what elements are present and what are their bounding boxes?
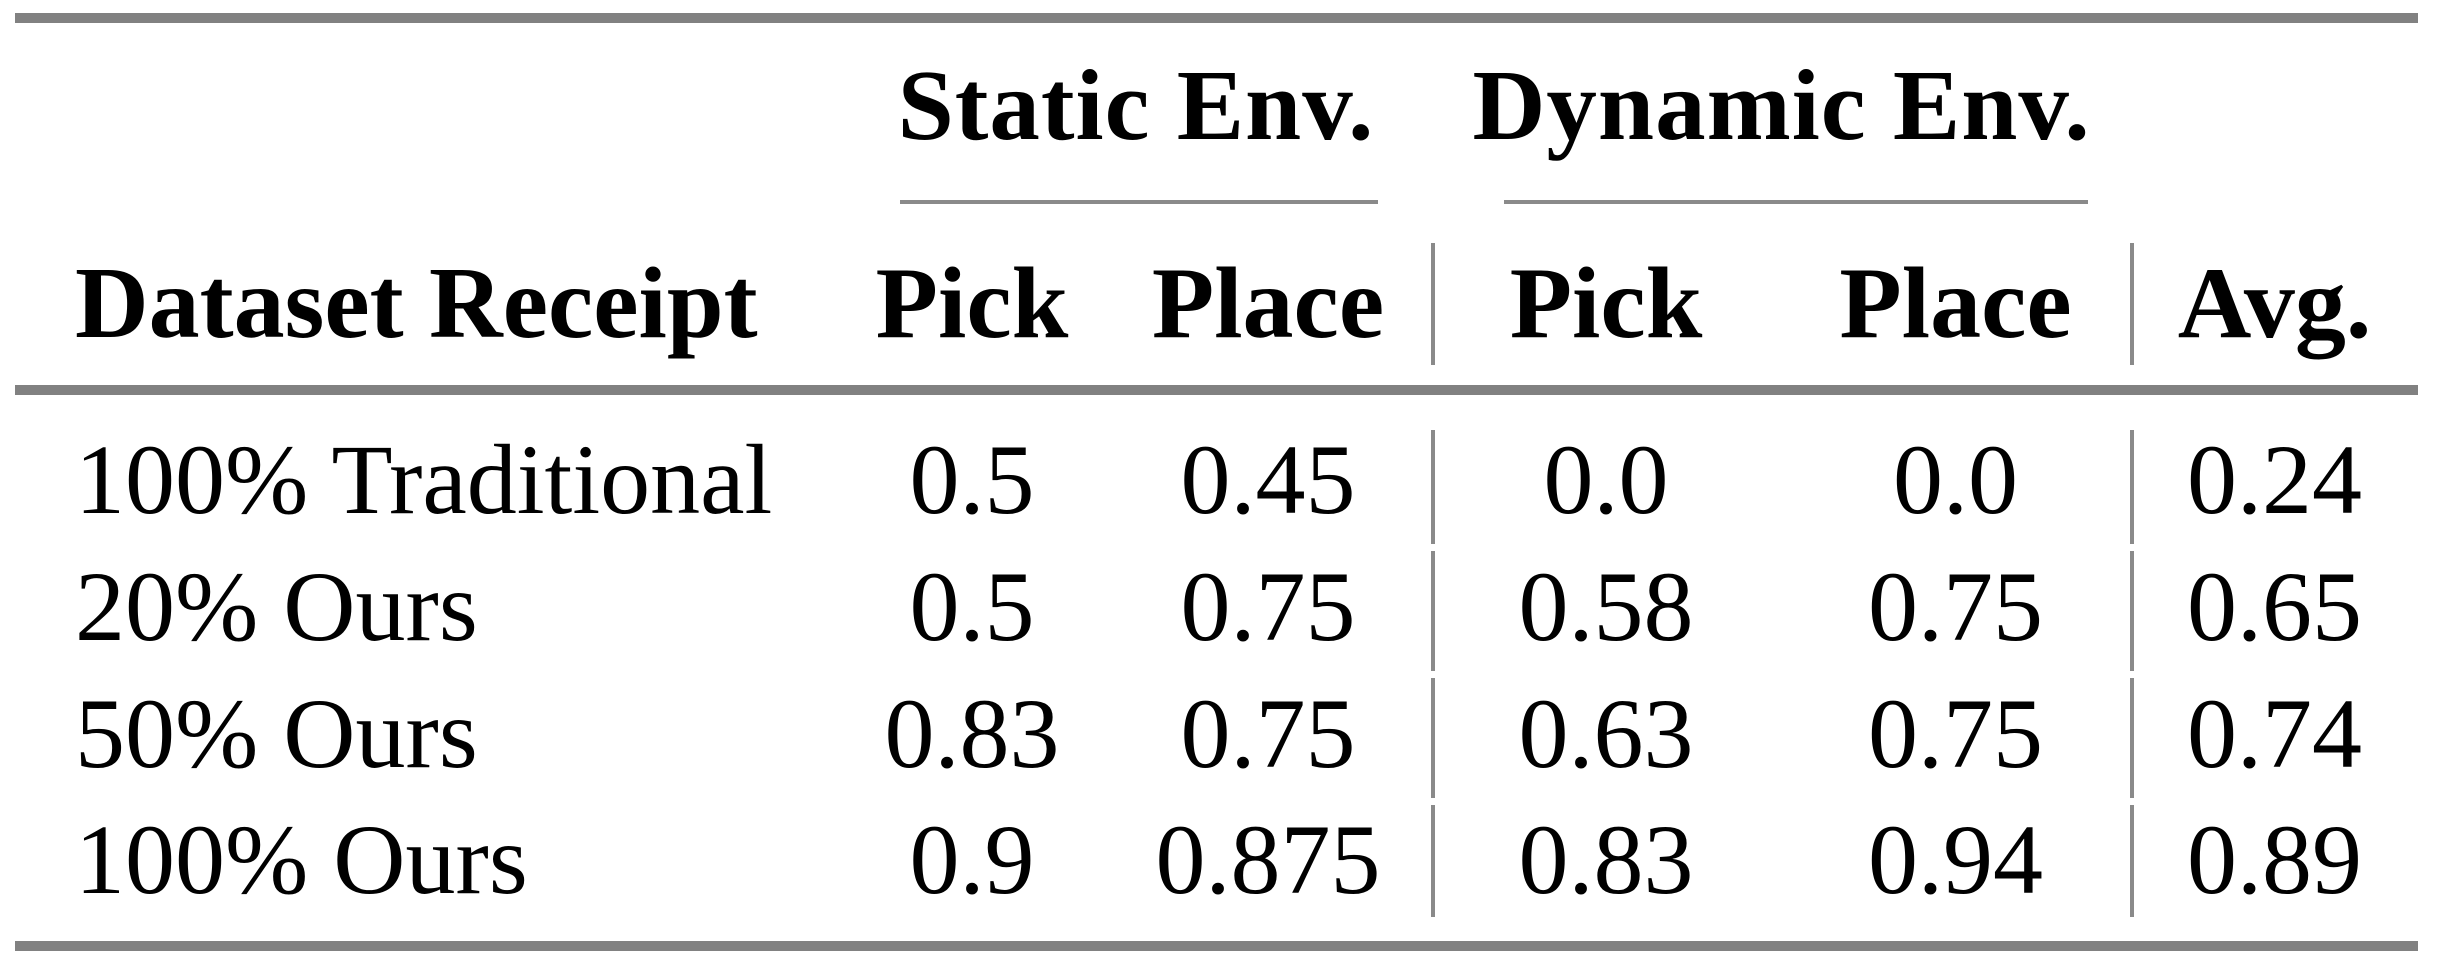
group-header-row: Static Env. Dynamic Env. [15, 23, 2418, 245]
vertical-rule-segment [2130, 551, 2134, 671]
table-row: 50% Ours 0.83 0.75 0.63 0.75 0.74 [15, 670, 2418, 797]
cell-avg: 0.65 [2187, 550, 2363, 662]
col-header-static-place: Place [1151, 246, 1385, 360]
cell-dynamic-place: 0.0 [1893, 423, 2019, 535]
vertical-rule-segment [1431, 678, 1435, 798]
header-midrule [15, 385, 2418, 395]
vertical-rule-segment [2130, 430, 2134, 544]
cell-dynamic-pick: 0.63 [1518, 677, 1694, 789]
row-label: 50% Ours [75, 677, 478, 789]
table-row: 100% Traditional 0.5 0.45 0.0 0.0 0.24 [15, 390, 2418, 543]
group-header-static-env: Static Env. [897, 49, 1375, 161]
table-row: 100% Ours 0.9 0.875 0.83 0.94 0.89 [15, 797, 2418, 936]
cell-dynamic-pick: 0.0 [1543, 423, 1669, 535]
column-header-row: Dataset Receipt Pick Place Pick Place Av… [15, 245, 2418, 390]
cell-static-place: 0.45 [1180, 423, 1356, 535]
cell-dynamic-pick: 0.58 [1518, 550, 1694, 662]
cell-static-pick: 0.83 [884, 677, 1060, 789]
cell-dynamic-place: 0.75 [1868, 677, 2044, 789]
row-label: 100% Traditional [75, 423, 773, 535]
results-table: Static Env. Dynamic Env. Dataset Receipt… [15, 23, 2418, 936]
cell-static-place: 0.75 [1180, 550, 1356, 662]
cell-dynamic-place: 0.75 [1868, 550, 2044, 662]
cmidrule-static-env [900, 200, 1378, 204]
col-header-dynamic-pick: Pick [1509, 246, 1703, 360]
table-row: 20% Ours 0.5 0.75 0.58 0.75 0.65 [15, 543, 2418, 670]
cell-dynamic-place: 0.94 [1868, 803, 2044, 915]
group-header-dynamic-env: Dynamic Env. [1472, 49, 2091, 161]
header-spacer-cell [2131, 23, 2418, 245]
cell-static-place: 0.75 [1180, 677, 1356, 789]
col-header-dynamic-place: Place [1839, 246, 2072, 360]
vertical-rule-segment [2130, 805, 2134, 917]
cell-static-pick: 0.9 [909, 803, 1035, 915]
cell-dynamic-pick: 0.83 [1518, 803, 1694, 915]
col-header-dataset-receipt: Dataset Receipt [75, 246, 758, 360]
cell-avg: 0.89 [2187, 803, 2363, 915]
col-header-avg: Avg. [2177, 246, 2372, 360]
vertical-rule-segment [2130, 678, 2134, 798]
cell-static-pick: 0.5 [909, 423, 1035, 535]
cell-avg: 0.24 [2187, 423, 2363, 535]
col-header-static-pick: Pick [875, 246, 1069, 360]
vertical-rule-segment [1431, 805, 1435, 917]
cell-static-pick: 0.5 [909, 550, 1035, 662]
top-rule [15, 13, 2418, 23]
row-label: 100% Ours [75, 803, 528, 915]
vertical-rule-segment [1431, 243, 1435, 365]
bottom-rule [15, 941, 2418, 951]
vertical-rule-segment [2130, 243, 2134, 365]
header-spacer-cell [15, 23, 840, 245]
cell-static-place: 0.875 [1155, 803, 1381, 915]
vertical-rule-segment [1431, 430, 1435, 544]
cell-avg: 0.74 [2187, 677, 2363, 789]
row-label: 20% Ours [75, 550, 478, 662]
vertical-rule-segment [1431, 551, 1435, 671]
cmidrule-dynamic-env [1504, 200, 2088, 204]
